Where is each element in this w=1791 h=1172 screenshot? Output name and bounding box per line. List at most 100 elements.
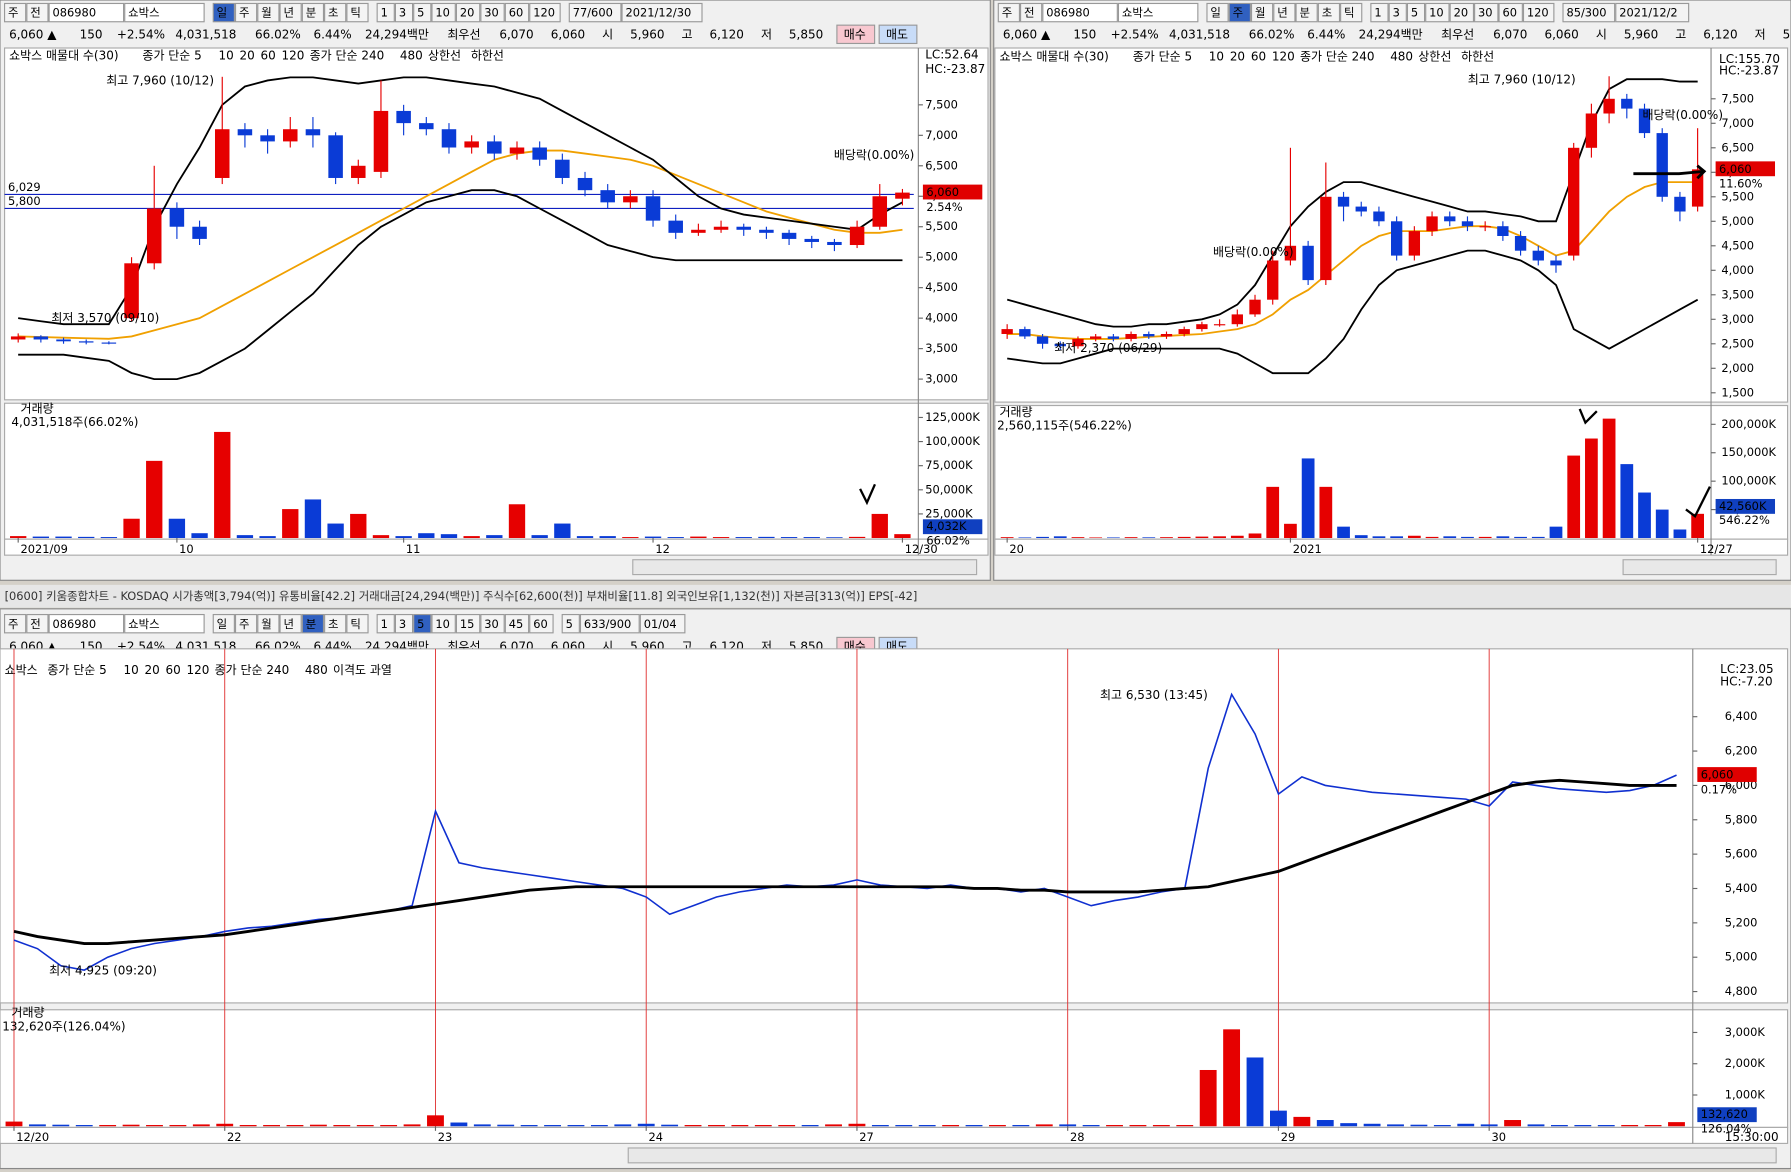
candle-body: [1656, 133, 1668, 197]
volume-bar: [1269, 1110, 1287, 1127]
toolbar-button[interactable]: [579, 613, 640, 634]
toolbar-button[interactable]: [1425, 2, 1450, 23]
info-value: 매수: [844, 27, 866, 41]
y-tick-label: 5,600: [1725, 847, 1758, 861]
toolbar-label: 10: [435, 617, 450, 631]
toolbar-label: 45: [509, 617, 524, 631]
toolbar-button[interactable]: [431, 2, 456, 23]
toolbar-button[interactable]: [48, 613, 125, 634]
toolbar-button[interactable]: [3, 613, 27, 634]
toolbar-button[interactable]: [1498, 2, 1523, 23]
volume-bar: [894, 534, 911, 539]
toolbar-button[interactable]: [1406, 2, 1426, 23]
annotation: 최고 6,530 (13:45): [1100, 688, 1208, 702]
scroll-bar[interactable]: [1622, 559, 1777, 576]
toolbar-button[interactable]: [376, 2, 395, 23]
toolbar-button[interactable]: [1474, 2, 1499, 23]
toolbar-label: 주: [1002, 6, 1013, 20]
toolbar-button[interactable]: [257, 613, 280, 634]
info-value: 시: [602, 640, 613, 654]
candle-body: [124, 263, 139, 319]
toolbar-button[interactable]: [1522, 2, 1555, 23]
order-button[interactable]: [836, 24, 876, 45]
toolbar-button[interactable]: [480, 613, 505, 634]
toolbar-button[interactable]: [394, 613, 414, 634]
toolbar-button[interactable]: [455, 2, 481, 23]
toolbar-button[interactable]: [279, 2, 302, 23]
toolbar-button[interactable]: [1250, 2, 1274, 23]
volume-bar: [450, 1122, 468, 1127]
toolbar-button[interactable]: [529, 2, 561, 23]
toolbar-button[interactable]: [1273, 2, 1296, 23]
volume-bar: [1621, 1125, 1639, 1127]
toolbar-button[interactable]: [561, 613, 580, 634]
toolbar-button[interactable]: [212, 2, 235, 23]
volume-bar: [32, 536, 50, 539]
price-tag: [922, 184, 983, 200]
toolbar-button[interactable]: [234, 2, 258, 23]
toolbar-button[interactable]: [26, 2, 49, 23]
toolbar-button[interactable]: [324, 2, 347, 23]
y-tick-label: 1,500: [1721, 385, 1754, 399]
legend-item: 480: [400, 49, 423, 63]
toolbar-button[interactable]: [301, 613, 325, 634]
toolbar-button[interactable]: [413, 2, 432, 23]
toolbar-button[interactable]: [480, 2, 505, 23]
volume-bar: [1248, 533, 1262, 539]
toolbar-button[interactable]: [301, 2, 325, 23]
toolbar-button[interactable]: [346, 613, 369, 634]
toolbar-button[interactable]: [1228, 2, 1251, 23]
volume-bar: [1293, 1116, 1311, 1127]
toolbar-button[interactable]: [413, 613, 432, 634]
volume-bar: [1549, 526, 1563, 539]
toolbar-button[interactable]: [1206, 2, 1229, 23]
toolbar-button[interactable]: [1340, 2, 1363, 23]
toolbar-button[interactable]: [1615, 2, 1690, 23]
toolbar-button[interactable]: [3, 2, 27, 23]
toolbar-button[interactable]: [431, 613, 456, 634]
toolbar-button[interactable]: [1370, 2, 1389, 23]
toolbar-button[interactable]: [1295, 2, 1318, 23]
toolbar-button[interactable]: [621, 2, 703, 23]
toolbar-button[interactable]: [257, 2, 280, 23]
toolbar-button[interactable]: [279, 613, 302, 634]
toolbar-button[interactable]: [455, 613, 481, 634]
toolbar-label: 1: [1374, 6, 1381, 20]
toolbar-button[interactable]: [26, 613, 49, 634]
toolbar-label: 주: [8, 6, 19, 20]
toolbar-button[interactable]: [1388, 2, 1407, 23]
toolbar-button[interactable]: [639, 613, 686, 634]
toolbar-button[interactable]: [997, 2, 1021, 23]
toolbar-button[interactable]: [568, 2, 622, 23]
volume-bar: [667, 537, 684, 539]
volume-bar: [216, 1123, 234, 1127]
candle-body: [1550, 260, 1562, 266]
toolbar-button[interactable]: [324, 613, 347, 634]
order-button[interactable]: [878, 24, 918, 45]
volume-bar: [554, 523, 571, 539]
toolbar-button[interactable]: [1562, 2, 1616, 23]
toolbar-button[interactable]: [1042, 2, 1118, 23]
volume-bar: [282, 509, 299, 539]
toolbar-button[interactable]: [48, 2, 125, 23]
toolbar-button[interactable]: [529, 613, 554, 634]
volume-bar: [75, 1125, 93, 1127]
toolbar-button[interactable]: [212, 613, 235, 634]
toolbar-button[interactable]: [1317, 2, 1341, 23]
toolbar-button[interactable]: [1449, 2, 1475, 23]
toolbar-button[interactable]: [346, 2, 369, 23]
toolbar-button[interactable]: [124, 2, 205, 23]
toolbar-button[interactable]: [376, 613, 395, 634]
volume-bar: [826, 537, 843, 539]
scroll-bar[interactable]: [632, 559, 978, 576]
toolbar-button[interactable]: [504, 613, 530, 634]
toolbar-button[interactable]: [1117, 2, 1199, 23]
toolbar-button[interactable]: [234, 613, 258, 634]
toolbar-button[interactable]: [504, 2, 530, 23]
indicator-line: [18, 189, 903, 381]
scroll-bar[interactable]: [627, 1147, 1777, 1164]
toolbar-button[interactable]: [394, 2, 414, 23]
toolbar-button[interactable]: [124, 613, 205, 634]
toolbar-button[interactable]: [1020, 2, 1043, 23]
